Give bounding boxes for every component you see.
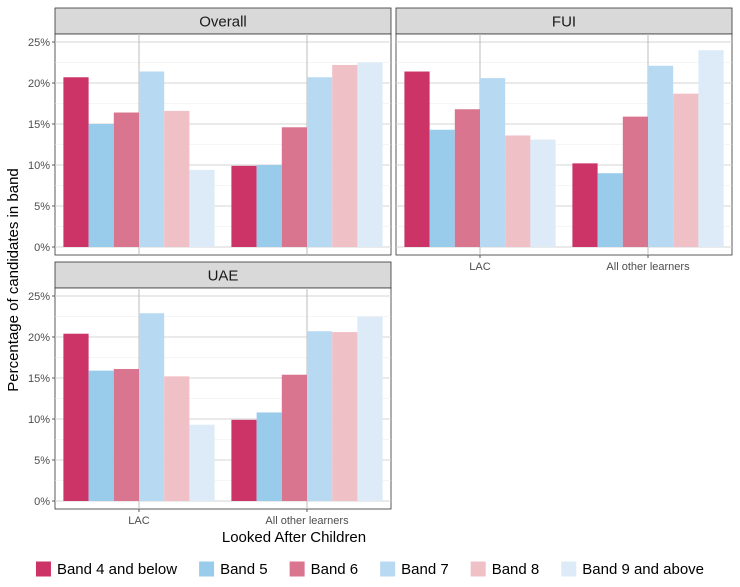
legend-item-band-7: Band 7	[380, 561, 449, 578]
y-tick-label: 15%	[28, 119, 50, 131]
bar-fui-all-other-learners-band-4-and-below	[572, 163, 598, 247]
bar-overall-all-other-learners-band-4-and-below	[231, 165, 257, 247]
bar-uae-lac-band-8	[164, 376, 190, 501]
bar-fui-all-other-learners-band-5	[597, 173, 623, 247]
facet-title: Overall	[199, 14, 247, 31]
y-tick-label: 20%	[28, 78, 50, 90]
bar-fui-all-other-learners-band-9-and-above	[698, 50, 724, 248]
y-tick-label: 10%	[28, 160, 50, 172]
legend-item-band-9-and-above: Band 9 and above	[561, 561, 704, 578]
y-tick-label: 25%	[28, 37, 50, 49]
bar-uae-all-other-learners-band-8	[332, 332, 358, 501]
legend-item-band-8: Band 8	[470, 561, 540, 578]
legend-label: Band 5	[220, 561, 268, 578]
bar-uae-lac-band-6	[113, 368, 139, 501]
bar-overall-lac-band-9-and-above	[189, 169, 215, 247]
legend-item-band-5: Band 5	[199, 561, 268, 578]
bar-fui-lac-band-8	[505, 135, 531, 247]
legend-swatch	[199, 561, 215, 577]
x-tick-label: All other learners	[265, 515, 349, 527]
facet-strip	[54, 261, 392, 289]
bar-overall-lac-band-5	[88, 124, 114, 247]
facet-strip	[54, 7, 392, 35]
bar-overall-lac-band-4-and-below	[63, 77, 89, 247]
legend-item-band-4-and-below: Band 4 and below	[35, 561, 177, 578]
bar-overall-lac-band-6	[113, 112, 139, 248]
legend-label: Band 4 and below	[57, 561, 177, 578]
bar-fui-lac-band-7	[480, 78, 506, 247]
y-tick-label: 0%	[34, 496, 50, 508]
bar-uae-all-other-learners-band-6	[281, 374, 307, 501]
facet-panel-uae: UAE 0% 5% 10% 15% 20% 25% LAC All other learners	[28, 261, 392, 527]
bar-overall-lac-band-7	[139, 71, 165, 248]
bar-uae-lac-band-4-and-below	[63, 333, 89, 501]
x-tick-label: LAC	[128, 515, 149, 527]
facet-panel-fui: FUI LAC All other learners	[395, 7, 733, 273]
bar-overall-all-other-learners-band-8	[332, 64, 358, 248]
bar-fui-all-other-learners-band-7	[648, 65, 674, 247]
legend-swatch	[289, 561, 305, 577]
y-tick-label: 5%	[34, 201, 50, 213]
bar-fui-lac-band-4-and-below	[404, 71, 430, 248]
bar-uae-all-other-learners-band-7	[307, 331, 333, 501]
bar-uae-all-other-learners-band-4-and-below	[231, 419, 257, 501]
bar-uae-all-other-learners-band-9-and-above	[357, 316, 383, 501]
y-tick-label: 5%	[34, 455, 50, 467]
y-tick-label: 20%	[28, 332, 50, 344]
legend-swatch	[470, 561, 486, 577]
bar-fui-lac-band-6	[454, 109, 480, 248]
bar-overall-all-other-learners-band-6	[281, 127, 307, 247]
bar-overall-all-other-learners-band-5	[256, 165, 282, 247]
legend-swatch	[561, 561, 577, 577]
y-tick-label: 0%	[34, 242, 50, 254]
legend: Band 4 and below Band 5 Band 6 Band 7 Band 8…	[35, 561, 704, 578]
legend-swatch	[35, 561, 51, 577]
bar-overall-all-other-learners-band-9-and-above	[357, 62, 383, 247]
facet-title: UAE	[208, 268, 239, 285]
bar-uae-lac-band-7	[139, 313, 165, 501]
facet-strip	[395, 7, 733, 35]
facet-panel-overall: Overall 0% 5% 10% 15% 20% 25%	[28, 7, 392, 256]
x-axis-title: Looked After Children	[222, 529, 366, 546]
y-tick-label: 15%	[28, 373, 50, 385]
legend-label: Band 7	[401, 561, 449, 578]
y-tick-label: 10%	[28, 414, 50, 426]
bar-overall-lac-band-8	[164, 110, 190, 247]
legend-label: Band 9 and above	[582, 561, 704, 578]
bar-fui-all-other-learners-band-6	[622, 116, 648, 248]
facet-title: FUI	[552, 14, 576, 31]
y-axis-title: Percentage of candidates in band	[5, 168, 22, 392]
bar-fui-all-other-learners-band-8	[673, 93, 699, 247]
bar-uae-all-other-learners-band-5	[256, 412, 282, 501]
bar-uae-lac-band-9-and-above	[189, 424, 215, 501]
legend-label: Band 6	[311, 561, 359, 578]
bar-fui-lac-band-9-and-above	[530, 139, 556, 247]
y-tick-label: 25%	[28, 291, 50, 303]
legend-swatch	[380, 561, 396, 577]
bar-overall-all-other-learners-band-7	[307, 77, 333, 247]
chart-panels: Overall 0% 5% 10% 15% 20% 25% FUI LAC All other l…	[28, 7, 733, 527]
x-tick-label: All other learners	[606, 261, 690, 273]
legend-label: Band 8	[492, 561, 540, 578]
bar-fui-lac-band-5	[429, 129, 455, 247]
x-tick-label: LAC	[469, 261, 490, 273]
legend-item-band-6: Band 6	[289, 561, 359, 578]
bar-uae-lac-band-5	[88, 370, 114, 501]
